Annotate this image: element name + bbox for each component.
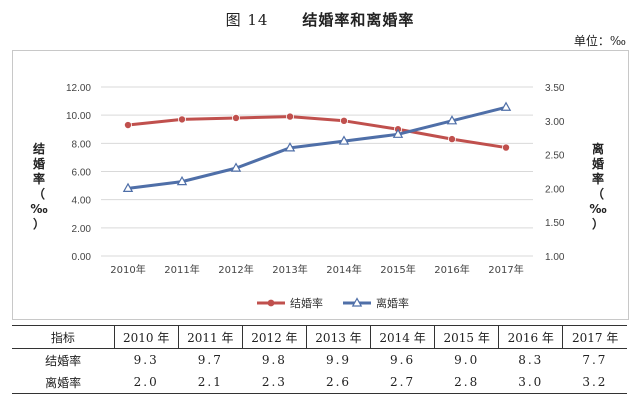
data-point	[501, 143, 510, 152]
data-point	[124, 121, 133, 130]
data-point	[122, 182, 134, 192]
x-tick-label: 2011年	[164, 263, 199, 276]
data-point	[231, 113, 240, 122]
y-left-tick-label: 2.00	[72, 224, 92, 235]
y-right-tick-label: 2.00	[545, 184, 565, 195]
x-tick-label: 2015年	[380, 263, 415, 276]
y-left-tick-label: 4.00	[72, 196, 92, 207]
table-cell: 9.6	[390, 353, 416, 367]
y-right-tick-label: 2.50	[545, 151, 565, 162]
x-tick-label: 2013年	[272, 263, 307, 276]
x-tick-label: 2016年	[434, 263, 469, 276]
figure-number: 图 14	[225, 11, 269, 29]
y-left-tick-label: 6.00	[72, 168, 92, 179]
series-line-divorce	[127, 105, 507, 190]
table-cell: 2.6	[325, 375, 352, 389]
data-point	[176, 175, 188, 186]
data-table: 指标 2010 年 2011 年 2012 年 2013 年 2014 年 20…	[12, 325, 627, 394]
table-cell: 2.8	[454, 375, 480, 389]
table-cell: 3.2	[582, 375, 608, 389]
table-header-year: 2011 年	[177, 325, 243, 349]
x-tick-label: 2010年	[110, 263, 145, 276]
data-point	[500, 101, 512, 111]
table-header-year: 2017 年	[562, 325, 627, 349]
legend-marker-divorce	[351, 297, 363, 307]
y-right-tick-label: 1.50	[545, 218, 565, 229]
table-header-year: 2010 年	[113, 325, 179, 349]
y-right-axis-title: 离婚率（‰）	[589, 141, 606, 231]
data-point	[230, 162, 242, 172]
y-left-tick-label: 10.00	[66, 111, 91, 122]
legend-label-divorce: 离婚率	[376, 296, 409, 310]
table-row-divorce: 离婚率 2.0 2.1 2.3 2.6 2.7 2.8 3.0 3.2	[12, 371, 627, 394]
x-tick-label: 2012年	[218, 263, 253, 276]
data-point	[338, 135, 350, 145]
table-cell: 9.3	[133, 353, 159, 367]
table-header-year: 2016 年	[498, 325, 563, 349]
data-point	[447, 135, 456, 144]
y-right-tick-label: 3.00	[545, 117, 565, 128]
data-point	[284, 142, 296, 152]
table-cell: 2.7	[390, 375, 416, 389]
data-point	[392, 128, 404, 138]
table-cell: 9.7	[197, 353, 223, 367]
table-cell: 2.1	[197, 375, 223, 389]
table-cell: 7.7	[582, 353, 608, 367]
unit-label: 单位：‰	[573, 34, 626, 48]
x-tick-label: 2017年	[488, 263, 523, 276]
line-chart: 0.00 2.00 4.00 6.00 8.00 10.00 12.00 1.00 1.50 2.…	[30, 83, 606, 310]
y-right-tick-label: 3.50	[545, 83, 565, 94]
row-label: 结婚率	[45, 353, 82, 368]
row-label: 离婚率	[45, 375, 82, 390]
data-point	[285, 112, 294, 121]
y-left-axis-title: 结婚率（‰）	[30, 141, 47, 231]
table-cell: 2.3	[261, 375, 287, 389]
data-point	[339, 116, 348, 125]
table-cell: 9.9	[325, 353, 352, 367]
y-right-tick-label: 1.00	[545, 252, 565, 263]
y-left-tick-label: 0.00	[72, 252, 92, 263]
y-left-tick-label: 8.00	[72, 139, 92, 150]
table-cell: 9.8	[261, 353, 287, 367]
series-line-marriage	[127, 115, 507, 150]
table-cell: 9.0	[454, 353, 480, 367]
y-left-tick-label: 12.00	[66, 83, 91, 94]
legend-label-marriage: 结婚率	[290, 296, 323, 310]
table-header-indicator: 指标	[50, 330, 75, 345]
table-header-year: 2012 年	[241, 325, 307, 349]
table-row-marriage: 结婚率 9.3 9.7 9.8 9.9 9.6 9.0 8.3 7.7	[12, 349, 627, 372]
table-cell: 8.3	[518, 353, 544, 367]
x-tick-label: 2014年	[326, 263, 361, 276]
figure-title: 图 14 结婚率和离婚率	[0, 9, 640, 30]
chart-frame: 0.00 2.00 4.00 6.00 8.00 10.00 12.00 1.00 1.50 2.…	[12, 50, 629, 320]
table-header-year: 2015 年	[434, 325, 499, 349]
table-cell: 3.0	[518, 375, 544, 389]
table-header-row: 指标 2010 年 2011 年 2012 年 2013 年 2014 年 20…	[12, 325, 627, 349]
legend-marker-marriage	[267, 299, 275, 307]
data-point	[446, 115, 458, 125]
table-header-year: 2013 年	[305, 325, 371, 349]
figure-caption: 结婚率和离婚率	[302, 11, 415, 29]
table-cell: 2.0	[133, 375, 159, 389]
table-header-year: 2014 年	[370, 325, 435, 349]
data-point	[177, 115, 186, 124]
